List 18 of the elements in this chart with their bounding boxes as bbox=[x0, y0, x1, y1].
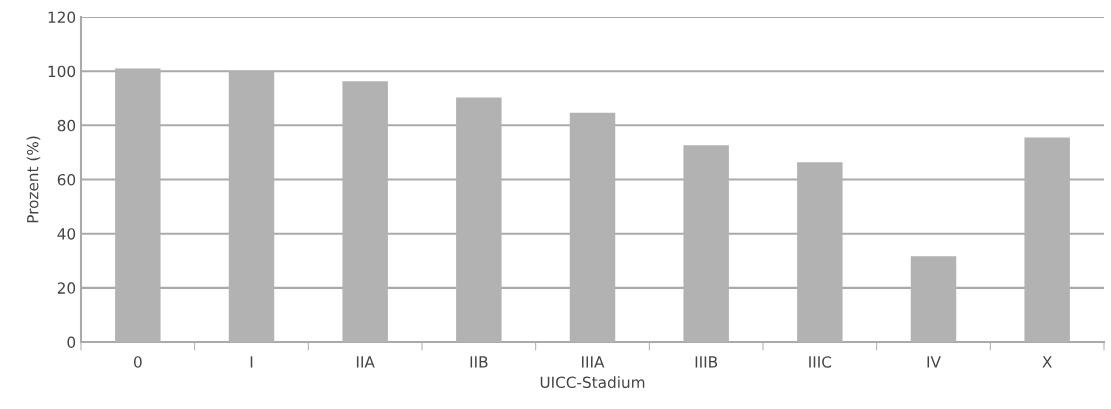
x-tick-label: IIIA bbox=[582, 356, 605, 368]
x-tick-label: IV bbox=[927, 356, 941, 368]
y-tick-label: 80 bbox=[57, 119, 76, 132]
x-axis-title: UICC-Stadium bbox=[540, 376, 645, 389]
x-tick-label: IIB bbox=[470, 356, 488, 368]
y-tick-label: 60 bbox=[57, 173, 76, 186]
x-tick-label: I bbox=[250, 356, 253, 368]
y-tick-label: 40 bbox=[57, 228, 76, 240]
y-tick-label: 0 bbox=[67, 336, 76, 349]
x-tick-label: IIIB bbox=[695, 356, 718, 368]
y-axis-title: Prozent (%) bbox=[26, 136, 41, 223]
x-tick-label: X bbox=[1042, 356, 1052, 368]
y-tick-label: 120 bbox=[48, 11, 76, 24]
x-tick-label: IIA bbox=[356, 356, 375, 368]
x-tick-label: 0 bbox=[133, 356, 142, 368]
y-tick-label: 20 bbox=[57, 282, 76, 294]
x-tick-label: IIIC bbox=[809, 356, 832, 368]
y-tick-label: 100 bbox=[48, 65, 76, 78]
